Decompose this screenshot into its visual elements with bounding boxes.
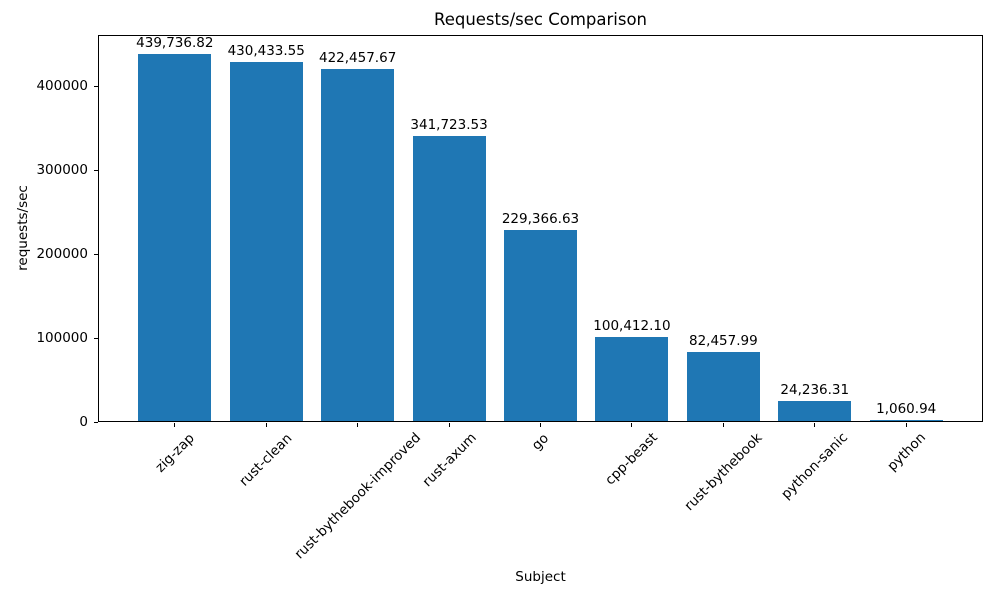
bar-python [869,420,943,421]
x-tick-label: rust-clean [236,430,296,490]
x-tick-label: python [883,429,929,475]
y-tick-label: 300000 [36,162,88,179]
y-tick-mark [94,170,98,172]
bar-value-label: 100,412.10 [593,318,671,334]
y-tick-label: 0 [79,413,88,430]
x-tick-mark [174,423,176,427]
bar-value-label: 24,236.31 [780,382,850,398]
bar-value-label: 341,723.53 [410,117,488,133]
y-tick-label: 200000 [36,245,88,262]
x-tick-label: cpp-beast [602,430,662,489]
bar-value-label: 229,366.63 [501,211,580,227]
x-tick-mark [631,423,633,427]
y-tick-mark [94,337,98,339]
bar-rust-axum [412,136,486,421]
chart-title: Requests/sec Comparison [433,10,648,29]
y-tick-label: 400000 [36,78,88,95]
bar-python-sanic [778,401,852,421]
x-tick-mark [357,423,359,427]
bar-value-label: 439,736.82 [136,35,214,51]
x-tick-label: python-sanic [778,429,852,503]
bar-go [503,230,578,421]
y-tick-mark [94,86,98,88]
plot-area [98,35,983,422]
y-tick-mark [94,421,98,423]
y-tick-mark [94,253,98,255]
bar-rust-bythebook-improved [321,69,395,421]
x-tick-mark [540,423,541,427]
x-tick-label: rust-bythebook-improved [291,430,424,563]
bar-rust-bythebook [686,352,760,421]
bar-value-label: 82,457.99 [688,333,758,349]
x-tick-mark [905,423,907,427]
bar-zig-zap [138,54,212,421]
bar-value-label: 422,457.67 [318,50,397,66]
x-tick-mark [814,423,816,427]
bar-rust-clean [229,62,303,421]
x-tick-mark [265,423,267,427]
x-axis-title: Subject [515,569,566,585]
x-tick-label: rust-bythebook [681,430,766,515]
bar-value-label: 1,060.94 [876,401,937,417]
y-tick-label: 100000 [36,329,88,346]
x-tick-mark [722,423,724,427]
bar-value-label: 430,433.55 [227,43,305,59]
x-tick-label: go [528,430,553,454]
bar-cpp-beast [595,337,669,421]
x-tick-mark [448,423,450,427]
x-tick-label: zig-zap [152,429,198,476]
x-tick-label: rust-axum [419,429,480,491]
